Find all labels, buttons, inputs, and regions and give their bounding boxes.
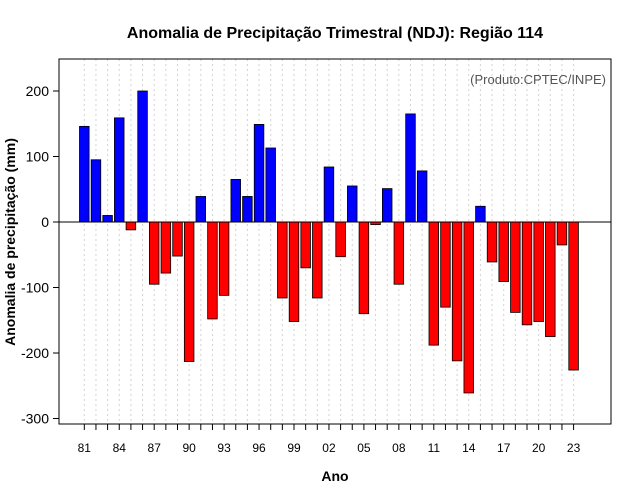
x-tick-label: 08 xyxy=(392,441,406,455)
vertical-grid xyxy=(83,59,575,424)
y-tick-label: 100 xyxy=(26,149,50,165)
bar-1988 xyxy=(160,221,172,274)
bar-2004 xyxy=(347,185,358,223)
bar-series xyxy=(79,90,579,394)
y-axis-label: Anomalia de precipitação (mm) xyxy=(2,138,18,346)
bar-2012 xyxy=(440,221,451,308)
chart-title: Anomalia de Precipitação Trimestral (NDJ… xyxy=(127,25,543,42)
bar-2019 xyxy=(521,221,533,326)
bar-1981 xyxy=(79,125,90,223)
bar-1983 xyxy=(102,215,113,223)
bar-2020 xyxy=(533,221,544,322)
bar-1996 xyxy=(253,124,265,223)
bar-2003 xyxy=(335,221,346,258)
bar-2014 xyxy=(463,221,474,394)
x-tick-label: 93 xyxy=(217,441,231,455)
bar-2022 xyxy=(556,221,568,246)
product-credit: (Produto:CPTEC/INPE) xyxy=(470,72,606,87)
x-tick-label: 23 xyxy=(567,441,581,455)
bar-2018 xyxy=(510,221,521,313)
bar-1998 xyxy=(277,221,288,299)
plot-frame xyxy=(58,58,612,425)
bar-1986 xyxy=(137,90,148,223)
bar-2015 xyxy=(475,205,486,223)
bar-2009 xyxy=(405,113,416,223)
x-tick-label: 84 xyxy=(113,441,127,455)
x-tick-label: 02 xyxy=(322,441,336,455)
x-tick-label: 99 xyxy=(287,441,301,455)
bar-2007 xyxy=(381,188,393,223)
bar-1982 xyxy=(90,159,102,223)
bar-2000 xyxy=(300,221,311,269)
bar-2005 xyxy=(358,221,370,315)
y-tick-label: -300 xyxy=(21,411,49,427)
x-tick-label: 96 xyxy=(252,441,266,455)
y-tick-label: -200 xyxy=(21,345,49,361)
bar-1993 xyxy=(218,221,230,296)
bar-2002 xyxy=(323,166,335,223)
x-tick-label: 87 xyxy=(148,441,162,455)
bar-1984 xyxy=(114,117,125,223)
bar-2011 xyxy=(428,221,440,346)
bar-1990 xyxy=(183,221,195,362)
y-axis: -300 -200 -100 0 100 200 xyxy=(21,83,59,427)
bar-1999 xyxy=(288,221,300,322)
x-tick-label: 14 xyxy=(462,441,476,455)
x-tick-label: 81 xyxy=(78,441,92,455)
bar-2001 xyxy=(312,221,323,299)
bar-1987 xyxy=(148,221,160,285)
bar-2021 xyxy=(545,221,556,338)
y-tick-label: -100 xyxy=(21,280,49,296)
bar-1995 xyxy=(242,196,253,223)
bar-1994 xyxy=(230,179,241,223)
x-axis: 81 84 87 90 93 96 99 02 05 08 11 14 17 20 23 xyxy=(78,424,581,455)
x-tick-label: 20 xyxy=(532,441,546,455)
bar-1989 xyxy=(172,221,183,257)
bar-1991 xyxy=(195,196,207,223)
x-tick-label: 11 xyxy=(428,441,441,455)
bar-2017 xyxy=(498,221,509,283)
bar-2008 xyxy=(393,221,405,285)
x-tick-label: 90 xyxy=(182,441,196,455)
y-tick-label: 0 xyxy=(41,214,49,230)
bar-2023 xyxy=(568,221,579,371)
bar-2016 xyxy=(486,221,498,263)
bar-1985 xyxy=(125,221,137,231)
bar-1997 xyxy=(265,147,276,223)
x-tick-label: 05 xyxy=(357,441,371,455)
bar-1992 xyxy=(207,221,218,320)
x-tick-label: 17 xyxy=(497,441,511,455)
y-tick-label: 200 xyxy=(26,83,50,99)
bar-2010 xyxy=(416,170,428,223)
bar-2013 xyxy=(451,221,463,362)
x-axis-label: Ano xyxy=(321,468,348,484)
